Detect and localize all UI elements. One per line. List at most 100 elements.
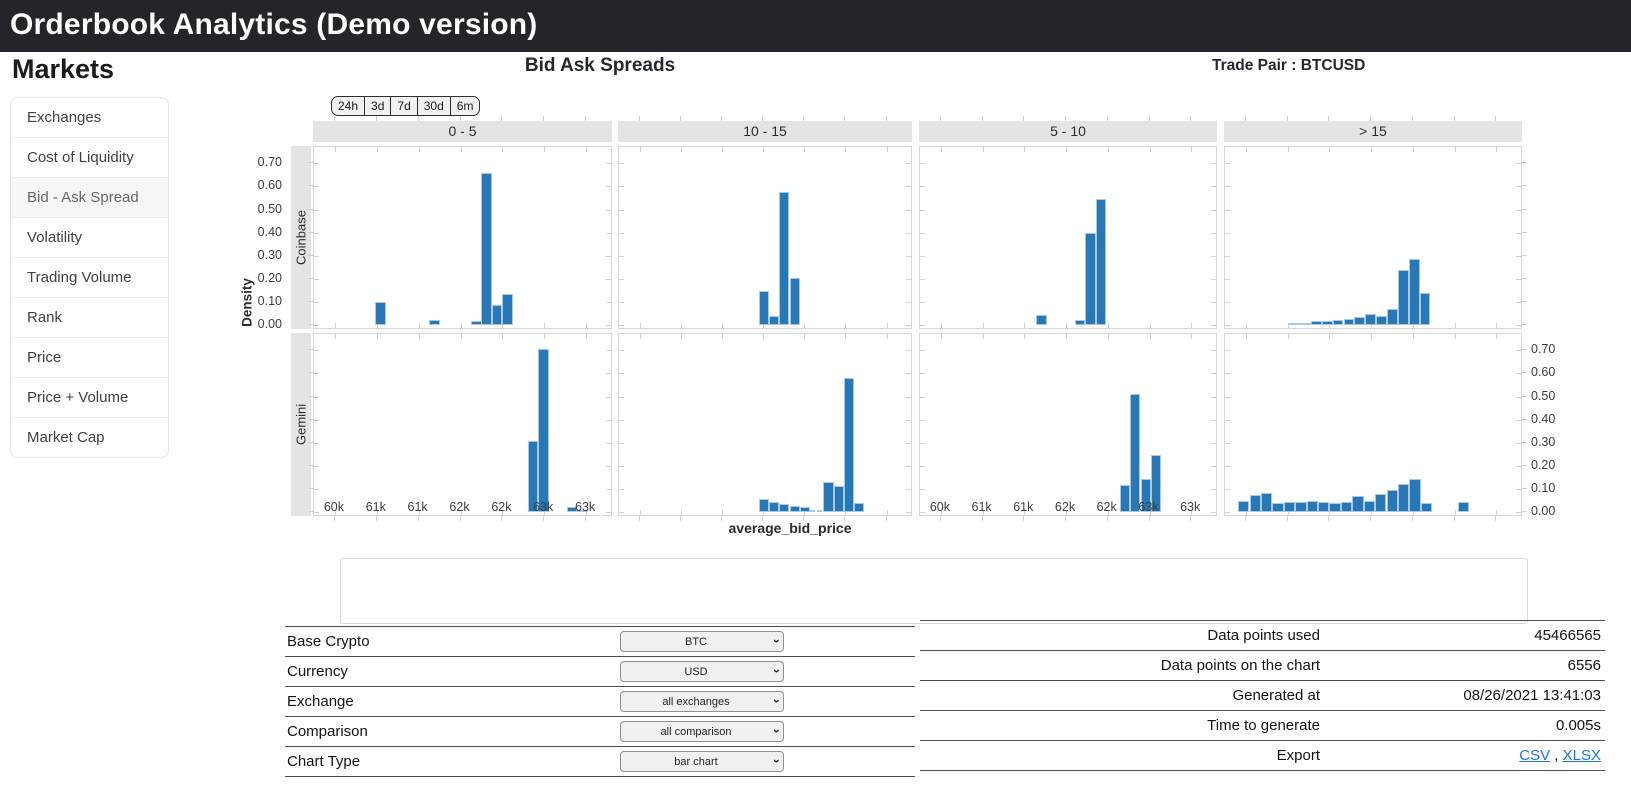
sidebar-item-bid-ask-spread[interactable]: Bid - Ask Spread [11,178,168,218]
histogram-panel-gemini-0-5[interactable] [313,333,612,516]
sidebar-item-rank[interactable]: Rank [11,298,168,338]
x-tick-mark [1329,147,1331,152]
histogram-panel-gemini-15[interactable] [1224,333,1522,516]
sidebar-item-volatility[interactable]: Volatility [11,218,168,258]
x-tick-mark [1149,334,1151,339]
x-tick-mark [418,147,420,152]
stat-label: Data points on the chart [1160,657,1320,674]
control-row-base-crypto: Base Crypto BTC › [285,627,915,657]
top-bar: Orderbook Analytics (Demo version) [0,0,1631,52]
x-tick-mark [544,334,546,339]
x-tick-mark [1106,516,1108,521]
histogram-panel-coinbase-0-5[interactable] [313,146,612,329]
y-tick-mark [1522,511,1527,513]
y-tick-mark [1522,254,1527,256]
y-tick-mark [1516,442,1521,444]
sidebar-item-price-volume[interactable]: Price + Volume [11,378,168,418]
histogram-panel-coinbase-10-15[interactable] [618,146,912,329]
x-tick-mark [804,323,806,328]
x-tick-mark [334,147,336,152]
y-tick-mark [308,301,313,303]
time-range-button-24h[interactable]: 24h [331,96,365,116]
x-tick-mark [982,510,984,515]
y-tick-mark [906,419,911,421]
control-row-comparison: Comparison all comparison › [285,717,915,747]
comparison-select[interactable]: all comparison [620,721,784,742]
x-tick-label: 62k [449,500,470,514]
x-tick-mark [721,147,723,152]
facet-column-header-0-5: 0 - 5 [313,121,612,142]
y-tick-mark [606,512,611,514]
histogram-panel-gemini-5-10[interactable] [919,333,1217,516]
sidebar-item-market-cap[interactable]: Market Cap [27,429,105,446]
y-tick-mark [1225,186,1230,188]
stat-row-data-points-on-the-chart: Data points on the chart 6556 [920,651,1605,681]
select-wrap: bar chart › [620,751,784,772]
chart-type-select[interactable]: bar chart [620,751,784,772]
sidebar-item-cost-of-liquidity[interactable]: Cost of Liquidity [11,138,168,178]
time-range-button-3d[interactable]: 3d [364,96,391,116]
x-tick-mark [1191,147,1193,152]
time-range-button-7d[interactable]: 7d [390,96,417,116]
controls-table: Base Crypto BTC › Currency USD › Exchange all e… [285,626,915,777]
histogram-bar [1283,502,1296,513]
histogram-panel-coinbase-5-10[interactable] [919,146,1217,329]
currency-select[interactable]: USD [620,661,784,682]
facet-column-header-5-10: 5 - 10 [919,121,1217,142]
y-tick-mark [906,163,911,165]
y-tick-mark [308,324,313,326]
stat-row-time-to-generate: Time to generate 0.005s [920,711,1605,741]
histogram-bar [491,304,503,326]
y-tick-mark [1516,350,1521,352]
x-tick-mark [1245,334,1247,339]
x-tick-mark [1496,323,1498,328]
histogram-bar [471,320,482,326]
app-title: Orderbook Analytics (Demo version) [10,8,538,41]
x-tick-mark [1370,116,1371,121]
y-tick-mark [619,232,624,234]
x-tick-mark [333,516,335,521]
y-tick-mark [619,489,624,491]
x-tick-mark [1412,334,1414,339]
exchange-select[interactable]: all exchanges [620,691,784,712]
y-tick-label: 0.70 [1531,342,1556,357]
y-tick-mark [606,279,611,281]
x-tick-mark [502,147,504,152]
x-tick-mark [763,323,765,328]
y-tick-mark [1211,419,1216,421]
export-link-csv[interactable]: CSV [1519,747,1551,764]
sidebar-item-trading-volume[interactable]: Trading Volume [11,258,168,298]
trade-pair-label: Trade Pair : BTCUSD [1212,57,1366,74]
stat-value: 0.005s [1555,717,1601,734]
base-crypto-select[interactable]: BTC [620,631,784,652]
y-tick-mark [920,489,925,491]
x-tick-mark [803,116,805,121]
export-link-xlsx[interactable]: XLSX [1562,747,1601,764]
histogram-panel-gemini-10-15[interactable] [618,333,912,516]
y-tick-mark [1211,279,1216,281]
sidebar-item-exchanges[interactable]: Exchanges [11,98,168,138]
x-tick-mark [1453,516,1455,521]
y-tick-mark [920,350,925,352]
x-tick-mark [543,516,545,521]
y-tick-label: 0.60 [257,178,282,193]
y-tick-mark [314,279,319,281]
histogram-bar [1352,495,1364,513]
x-tick-mark [1023,116,1025,121]
x-tick-label: 62k [1054,500,1076,514]
y-tick-mark [619,209,624,211]
x-tick-mark [1066,334,1067,339]
histogram-bar [577,509,588,513]
range-slider[interactable] [340,558,1528,624]
histogram-panel-coinbase-15[interactable] [1224,146,1522,329]
histogram-bar [481,172,492,326]
time-range-button-30d[interactable]: 30d [416,96,450,116]
histogram-bar [1375,493,1387,513]
x-tick-mark [982,323,984,328]
time-range-button-6m[interactable]: 6m [449,96,481,116]
x-tick-mark [418,323,420,328]
x-tick-label: 60k [323,500,344,514]
control-label: Comparison [287,723,368,740]
stat-label: Data points used [1207,627,1320,644]
sidebar-item-price[interactable]: Price [11,338,168,378]
